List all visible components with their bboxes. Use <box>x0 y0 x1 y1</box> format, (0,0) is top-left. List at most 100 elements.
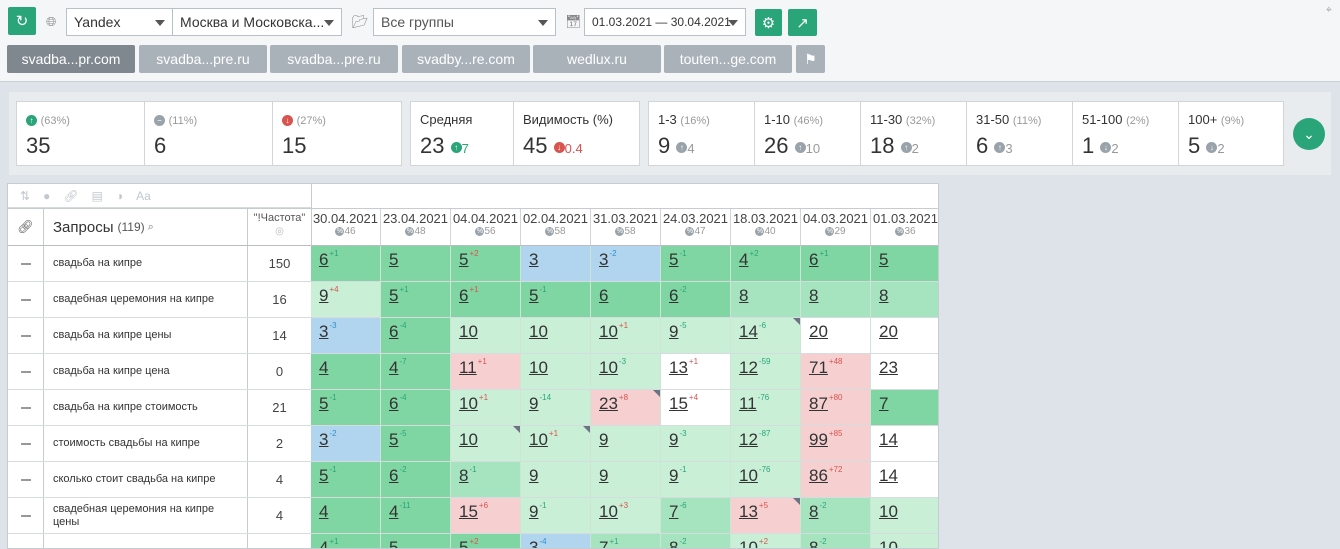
position-cell[interactable]: 6+1 <box>311 246 381 281</box>
query-cell[interactable]: свадьба на кипре <box>44 246 248 281</box>
position-value[interactable]: 10 <box>599 502 618 521</box>
position-value[interactable]: 12 <box>739 358 758 377</box>
position-value[interactable]: 10 <box>529 322 548 341</box>
position-value[interactable]: 6 <box>389 322 399 341</box>
contrast-icon[interactable]: ◑ <box>115 188 124 203</box>
position-cell[interactable]: 7+1 <box>591 534 661 548</box>
position-cell[interactable]: 12-87 <box>731 426 801 461</box>
position-value[interactable]: 8 <box>459 466 469 485</box>
eye-icon[interactable]: ● <box>43 188 51 203</box>
position-cell[interactable]: 13+1 <box>661 354 731 389</box>
position-value[interactable]: 5 <box>389 538 399 549</box>
position-value[interactable]: 10 <box>739 538 758 549</box>
position-value[interactable]: 10 <box>879 538 898 549</box>
position-value[interactable]: 10 <box>879 502 898 521</box>
position-value[interactable]: 8 <box>669 538 679 549</box>
position-cell[interactable]: 7 <box>871 390 938 425</box>
date-column-header[interactable]: 04.04.2021 %56 <box>451 209 521 245</box>
site-tab-2[interactable]: svadba...pre.ru <box>139 45 267 73</box>
expand-stats-button[interactable]: ⌄ <box>1293 118 1325 150</box>
position-cell[interactable]: 9 <box>521 462 591 497</box>
row-menu-button[interactable] <box>8 318 44 353</box>
stat-down[interactable]: ↓ (27%) 15 <box>282 115 326 158</box>
position-value[interactable]: 13 <box>669 358 688 377</box>
position-cell[interactable]: 20 <box>801 318 871 353</box>
position-cell[interactable]: 86+72 <box>801 462 871 497</box>
row-menu-button[interactable] <box>8 390 44 425</box>
position-value[interactable]: 4 <box>389 358 399 377</box>
position-value[interactable]: 15 <box>459 502 478 521</box>
position-cell[interactable]: 5+1 <box>381 282 451 317</box>
position-cell[interactable]: 5-1 <box>311 390 381 425</box>
position-cell[interactable]: 10 <box>521 354 591 389</box>
position-cell[interactable]: 8 <box>801 282 871 317</box>
position-value[interactable]: 7 <box>669 502 679 521</box>
position-cell[interactable]: 99+85 <box>801 426 871 461</box>
position-cell[interactable]: 8-2 <box>801 498 871 533</box>
query-cell[interactable] <box>44 534 248 548</box>
position-value[interactable]: 5 <box>529 286 539 305</box>
position-cell[interactable]: 10+2 <box>731 534 801 549</box>
position-cell[interactable]: 14 <box>871 462 938 497</box>
row-menu-button[interactable] <box>8 354 44 389</box>
position-value[interactable]: 12 <box>739 430 758 449</box>
position-cell[interactable]: 3 <box>521 246 591 281</box>
position-cell[interactable]: 5-5 <box>381 426 451 461</box>
position-value[interactable]: 10 <box>459 394 478 413</box>
position-value[interactable]: 14 <box>739 322 758 341</box>
date-column-header[interactable]: 01.03.2021 %36 <box>871 209 938 245</box>
frequency-column-header[interactable]: "!Частота" ◎ <box>248 209 311 245</box>
query-cell[interactable]: стоимость свадьбы на кипре <box>44 426 248 461</box>
position-value[interactable]: 9 <box>529 466 539 485</box>
position-cell[interactable]: 4 <box>311 354 381 389</box>
position-cell[interactable]: 4 <box>311 498 381 533</box>
position-cell[interactable]: 10+1 <box>451 390 521 425</box>
position-value[interactable]: 3 <box>319 322 329 341</box>
stat-same[interactable]: − (11%) 6 <box>145 102 273 165</box>
position-cell[interactable]: 8-1 <box>451 462 521 497</box>
date-column-header[interactable]: 04.03.2021 %29 <box>801 209 871 245</box>
position-cell[interactable]: 10 <box>451 426 521 461</box>
position-cell[interactable]: 8 <box>731 282 801 317</box>
position-cell[interactable]: 9-3 <box>661 426 731 461</box>
position-cell[interactable]: 6-4 <box>381 318 451 353</box>
position-value[interactable]: 71 <box>809 358 828 377</box>
row-menu-button[interactable] <box>8 282 44 317</box>
position-cell[interactable]: 3-2 <box>311 426 381 461</box>
site-tab-4[interactable]: svadby...re.com <box>402 45 530 73</box>
position-cell[interactable]: 8-2 <box>801 534 871 548</box>
position-cell[interactable]: 71+48 <box>801 354 871 389</box>
position-cell[interactable]: 13+5 <box>731 498 801 533</box>
range-100-plus[interactable]: 100+ (9%) 5 ↓ 2 <box>1188 112 1245 158</box>
position-value[interactable]: 10 <box>459 322 478 341</box>
position-cell[interactable]: 5-1 <box>521 282 591 317</box>
position-value[interactable]: 3 <box>599 250 609 269</box>
position-value[interactable]: 6 <box>809 250 819 269</box>
position-value[interactable]: 5 <box>389 250 399 269</box>
position-cell[interactable]: 10 <box>451 318 521 353</box>
position-value[interactable]: 4 <box>319 502 329 521</box>
position-cell[interactable]: 4-11 <box>381 498 451 533</box>
position-cell[interactable]: 6+1 <box>801 246 871 281</box>
position-value[interactable]: 3 <box>529 538 539 549</box>
position-cell[interactable]: 23+8 <box>591 390 661 425</box>
position-cell[interactable]: 6+1 <box>451 282 521 317</box>
position-value[interactable]: 9 <box>529 502 539 521</box>
settings-button[interactable]: ⚙︎ <box>755 9 782 36</box>
position-cell[interactable]: 10+3 <box>591 498 661 533</box>
position-value[interactable]: 4 <box>389 502 399 521</box>
position-value[interactable]: 14 <box>879 430 898 449</box>
position-value[interactable]: 6 <box>669 286 679 305</box>
link-tool-icon[interactable]: 🔗︎ <box>63 188 79 203</box>
site-tab-3[interactable]: svadba...pre.ru <box>270 45 398 73</box>
position-value[interactable]: 9 <box>599 466 609 485</box>
range-11-30[interactable]: 11-30 (32%) 18 ↑ 2 <box>861 102 967 165</box>
refresh-button[interactable]: ↻ <box>8 7 36 35</box>
position-value[interactable]: 9 <box>669 322 679 341</box>
position-value[interactable]: 6 <box>599 286 609 305</box>
search-engine-select[interactable]: Yandex <box>66 8 173 36</box>
position-value[interactable]: 5 <box>319 466 329 485</box>
position-cell[interactable]: 11+1 <box>451 354 521 389</box>
position-value[interactable]: 7 <box>879 394 889 413</box>
position-cell[interactable]: 3-4 <box>521 534 591 549</box>
